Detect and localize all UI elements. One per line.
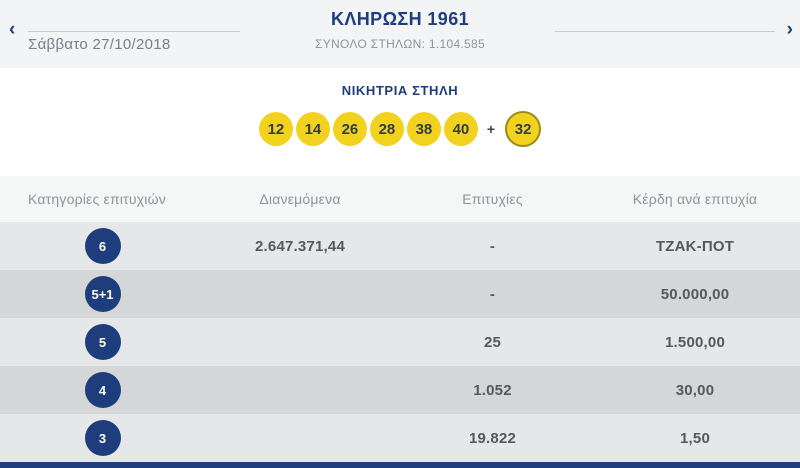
right-divider-line (555, 31, 775, 32)
winning-number-ball: 38 (406, 112, 441, 146)
total-columns-label: ΣΥΝΟΛΟ ΣΤΗΛΩΝ: (315, 37, 426, 51)
table-row: 5+1 - 50.000,00 (0, 270, 800, 318)
winning-number-ball: 26 (332, 112, 367, 146)
column-header-winners: Επιτυχίες (462, 191, 523, 207)
draw-title-block: ΚΛΗΡΩΣΗ 1961 ΣΥΝΟΛΟ ΣΤΗΛΩΝ: 1.104.585 (0, 9, 800, 51)
prize-value: 50.000,00 (660, 285, 730, 303)
winners-value: 25 (483, 333, 502, 351)
category-badge: 3 (84, 420, 121, 456)
winners-value: - (489, 237, 496, 255)
column-header-distributed: Διανεμόμενα (259, 191, 341, 207)
next-draw-arrow-icon[interactable]: › (786, 19, 793, 40)
winning-numbers: 12 14 26 28 38 40 + 32 (0, 111, 800, 147)
plus-sign: + (486, 121, 496, 137)
table-row: 4 1.052 30,00 (0, 366, 800, 414)
category-badge: 6 (84, 228, 121, 264)
prize-value: 1.500,00 (665, 333, 725, 351)
winning-number-ball: 14 (295, 112, 330, 146)
draw-date: Σάββατο 27/10/2018 (28, 36, 171, 53)
page-title: ΚΛΗΡΩΣΗ 1961 (330, 9, 470, 29)
total-columns-value: 1.104.585 (428, 37, 485, 51)
prize-value: ΤΖΑΚ-ΠΟΤ (655, 237, 735, 255)
bonus-number-ball: 32 (505, 111, 542, 147)
column-header-prize: Κέρδη ανά επιτυχία (632, 191, 758, 207)
winning-number-ball: 40 (443, 112, 478, 146)
table-row: 6 2.647.371,44 - ΤΖΑΚ-ΠΟΤ (0, 222, 800, 270)
winning-column-title: ΝΙΚΗΤΡΙΑ ΣΤΗΛΗ (341, 83, 459, 98)
column-header-categories: Κατηγορίες επιτυχιών (28, 191, 166, 207)
winning-number-ball: 12 (258, 112, 293, 146)
prize-value: 1,50 (680, 429, 710, 447)
prev-draw-arrow-icon[interactable]: ‹ (9, 19, 16, 40)
prize-table-header: Κατηγορίες επιτυχιών Διανεμόμενα Επιτυχί… (0, 176, 800, 222)
table-row: 3 19.822 1,50 (0, 414, 800, 462)
category-badge: 5+1 (84, 276, 121, 312)
left-divider-line (28, 31, 240, 32)
draw-header: ‹ Σάββατο 27/10/2018 ΚΛΗΡΩΣΗ 1961 ΣΥΝΟΛΟ… (0, 0, 800, 68)
prize-table: Κατηγορίες επιτυχιών Διανεμόμενα Επιτυχί… (0, 176, 800, 462)
category-badge: 4 (84, 372, 121, 408)
footer-accent-bar (0, 462, 800, 468)
distributed-value: 2.647.371,44 (255, 237, 345, 255)
winning-column-section: ΝΙΚΗΤΡΙΑ ΣΤΗΛΗ 12 14 26 28 38 40 + 32 (0, 68, 800, 176)
winners-value: 19.822 (468, 429, 517, 447)
table-row: 5 25 1.500,00 (0, 318, 800, 366)
winning-number-ball: 28 (369, 112, 404, 146)
prize-value: 30,00 (675, 381, 715, 399)
winners-value: - (489, 285, 496, 303)
category-badge: 5 (84, 324, 121, 360)
total-columns: ΣΥΝΟΛΟ ΣΤΗΛΩΝ: 1.104.585 (0, 37, 800, 51)
winners-value: 1.052 (473, 381, 512, 399)
